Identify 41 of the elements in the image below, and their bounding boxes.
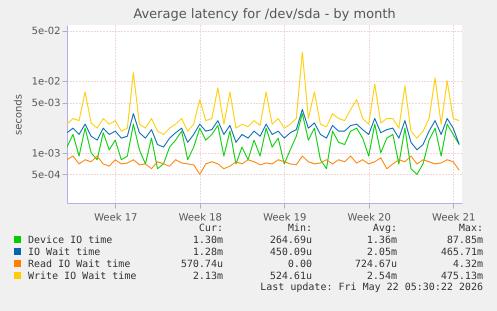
y-tick-label: 5e-04 <box>32 170 60 181</box>
line-series <box>67 109 460 150</box>
text: 1.36m <box>366 235 397 247</box>
text: 1.28m <box>192 247 223 259</box>
text: 2.54m <box>366 271 397 282</box>
text: 2.05m <box>366 247 397 259</box>
text: 724.67u <box>354 259 397 271</box>
line-series <box>67 52 460 139</box>
text: 264.69u <box>268 235 312 247</box>
text: 87.85m <box>446 235 483 247</box>
text: 475.13m <box>440 271 483 282</box>
y-axis-title: seconds <box>14 94 25 135</box>
y-tick-label: 1e-02 <box>32 76 60 88</box>
y-tick-label: 1e-03 <box>32 148 60 160</box>
legend-label: Read IO Wait time <box>27 259 132 271</box>
y-tick-label: 5e-03 <box>32 98 60 110</box>
line-series <box>67 156 460 175</box>
legend-label: IO Wait time <box>27 247 102 259</box>
chart-title: Average latency for /dev/sda - by month <box>133 7 396 22</box>
x-tick-label: Week 21 <box>432 212 476 224</box>
text: 450.09u <box>268 247 312 259</box>
text: 2.13m <box>192 271 223 283</box>
legend-label: Write IO Wait time <box>27 271 138 283</box>
line-series <box>67 113 460 175</box>
text: 524.61u <box>268 271 312 282</box>
x-tick-label: Week 20 <box>348 212 391 224</box>
text: 1.30m <box>192 235 223 247</box>
x-tick-label: Week 19 <box>263 212 306 224</box>
text: 4.32m <box>452 259 483 271</box>
text: Last update: Fri May 22 05:30:22 2026 <box>260 282 483 293</box>
text: 0.00 <box>286 259 312 271</box>
text: 570.74u <box>180 259 223 271</box>
text: Avg: <box>372 223 397 235</box>
text: 465.71m <box>440 247 483 259</box>
y-tick-label: 5e-02 <box>32 26 60 38</box>
x-tick-label: Week 18 <box>178 212 222 224</box>
text: Max: <box>458 223 483 235</box>
legend-label: Device IO time <box>27 235 114 247</box>
text: Cur: <box>198 223 223 235</box>
x-tick-label: Week 17 <box>94 212 138 224</box>
text: Min: <box>286 223 312 235</box>
